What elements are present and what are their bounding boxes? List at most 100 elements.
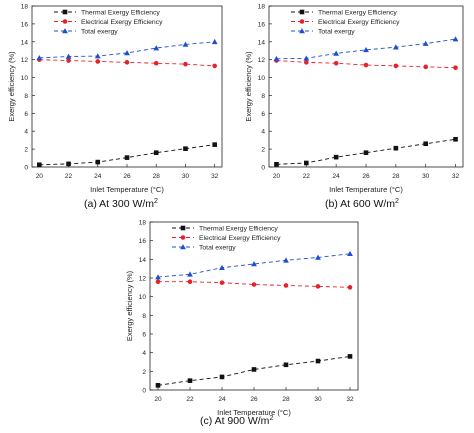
data-point-square (333, 154, 339, 160)
plot-frame (268, 5, 464, 168)
data-point-circle (304, 60, 309, 65)
data-point-triangle (422, 40, 429, 46)
data-point-circle (251, 282, 257, 287)
chart-b-caption-text: (b) At 600 W/m (325, 198, 396, 210)
x-tick-label: 32 (346, 396, 354, 403)
x-tick-label: 32 (211, 173, 219, 180)
data-point-circle (66, 58, 71, 63)
x-tick-label: 32 (452, 173, 460, 180)
legend-label: Thermal Exergy Efficiency (318, 10, 397, 17)
x-tick-label: 22 (186, 396, 194, 403)
data-point-square (274, 162, 279, 167)
chart-a-caption-text: (a) At 300 W/m (84, 198, 155, 210)
y-tick-label: 10 (258, 75, 266, 82)
x-axis-label: Inlet Temperature (°C) (329, 185, 403, 194)
y-axis-label: Exergy efficiency (%) (244, 51, 253, 122)
data-point-circle (62, 19, 68, 24)
x-tick-label: 24 (94, 173, 102, 180)
x-tick-label: 30 (314, 396, 322, 403)
y-tick-label: 18 (258, 4, 266, 11)
data-point-circle (219, 280, 225, 285)
data-point-triangle (273, 55, 280, 62)
data-point-triangle (62, 28, 68, 34)
data-point-circle (453, 65, 458, 71)
data-point-square (219, 374, 225, 380)
data-point-triangle (315, 254, 321, 260)
data-point-square (180, 225, 186, 231)
chart-c-caption-text: (c) At 900 W/m (200, 415, 270, 427)
y-tick-label: 14 (139, 257, 147, 264)
y-tick-label: 16 (258, 21, 266, 28)
y-tick-label: 10 (139, 294, 147, 301)
x-tick-label: 22 (303, 173, 311, 180)
data-point-triangle (347, 250, 353, 257)
y-tick-label: 8 (24, 93, 28, 100)
data-point-circle (124, 60, 130, 65)
data-point-circle (180, 235, 186, 240)
legend-label: Electrical Exergy Efficiency (318, 19, 400, 26)
data-point-square (212, 142, 217, 147)
chart-b-caption-sup: 2 (395, 198, 399, 205)
data-point-triangle (299, 28, 305, 34)
data-point-triangle (303, 55, 310, 61)
data-point-triangle (251, 261, 257, 267)
plot-frame (31, 5, 223, 168)
y-tick-label: 12 (21, 57, 29, 64)
x-tick-label: 26 (362, 173, 370, 180)
data-point-triangle (392, 44, 399, 50)
data-point-square (393, 145, 399, 151)
data-point-triangle (36, 55, 43, 61)
y-tick-label: 2 (142, 369, 146, 376)
data-point-circle (299, 19, 305, 24)
data-point-triangle (187, 271, 193, 277)
data-point-circle (393, 63, 399, 69)
data-point-triangle (94, 53, 101, 59)
data-point-circle (212, 63, 217, 69)
y-tick-label: 14 (21, 39, 29, 46)
chart-panel-c: 0 2 4 6 8 10 12 14 16 18 20 22 24 26 28 30 32 Inlet Tempe… (118, 216, 368, 433)
data-point-square (153, 150, 159, 155)
data-point-triangle (452, 36, 459, 42)
y-tick-label: 6 (24, 111, 28, 118)
data-point-triangle (155, 274, 161, 280)
y-tick-label: 6 (142, 332, 146, 339)
legend-label: Total exergy (199, 245, 236, 252)
y-tick-label: 8 (261, 93, 265, 100)
y-tick-label: 18 (21, 4, 29, 11)
x-tick-label: 24 (333, 173, 341, 180)
chart-panel-b: 0 2 4 6 8 10 12 14 16 18 20 22 24 26 28 30 32 Inlet Tempe… (237, 0, 474, 220)
legend-label: Total exergy (318, 29, 355, 36)
data-point-square (183, 146, 188, 151)
data-point-circle (315, 284, 321, 289)
y-tick-label: 14 (258, 39, 266, 46)
y-tick-label: 6 (261, 111, 265, 118)
y-tick-label: 2 (261, 147, 265, 154)
data-point-square (453, 136, 458, 142)
data-point-circle (333, 60, 339, 66)
legend-label: Electrical Exergy Efficiency (199, 235, 281, 242)
y-tick-label: 8 (142, 313, 146, 320)
data-point-triangle (182, 41, 189, 47)
x-axis-label: Inlet Temperature (°C) (90, 185, 164, 194)
data-point-triangle (124, 50, 130, 56)
x-tick-label: 30 (422, 173, 430, 180)
data-point-square (95, 159, 101, 165)
data-point-circle (363, 62, 369, 68)
x-tick-label: 28 (282, 396, 290, 403)
data-point-square (363, 150, 369, 155)
data-point-circle (155, 279, 161, 285)
chart-panel-a: 0 2 4 6 8 10 12 14 16 18 20 22 24 26 28 30 32 Inlet Tempe… (0, 0, 237, 220)
data-point-square (304, 160, 309, 166)
y-tick-label: 0 (142, 388, 146, 395)
chart-b-caption: (b) At 600 W/m2 (325, 198, 399, 210)
y-tick-label: 4 (24, 129, 28, 136)
data-point-square (187, 378, 193, 383)
series-line (39, 41, 215, 59)
x-tick-label: 28 (153, 173, 161, 180)
data-point-square (315, 358, 321, 364)
x-tick-label: 20 (273, 173, 281, 180)
data-point-triangle (65, 53, 72, 59)
